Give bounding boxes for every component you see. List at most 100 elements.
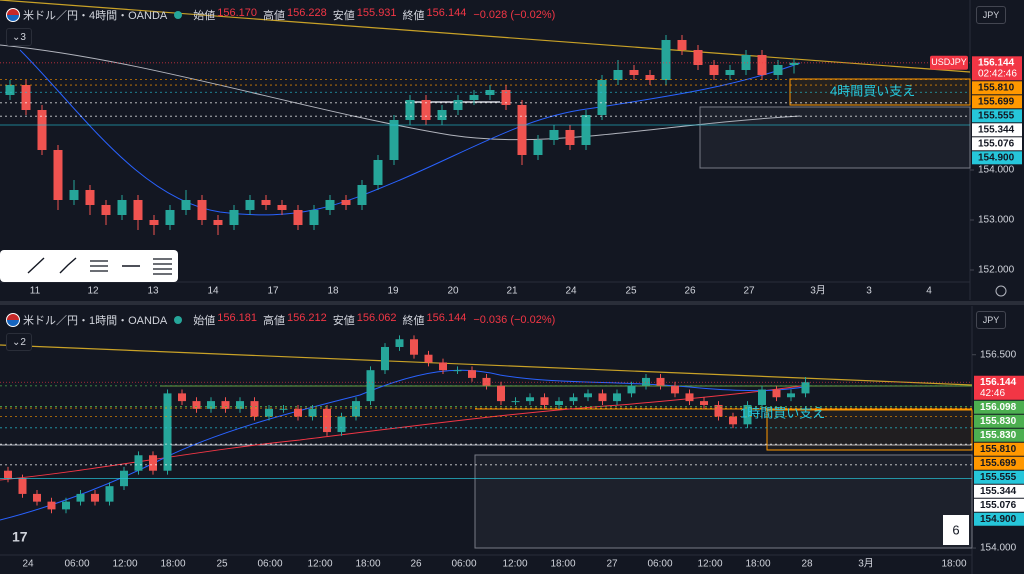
price-label: 155.830 [980,430,1017,441]
candle-body [325,200,335,210]
indicator-number: 2 [20,336,26,348]
candle-body [279,408,288,410]
candle-body [549,130,559,140]
candle-body [337,416,346,433]
candle-body [725,70,735,75]
candle-body [18,478,27,494]
x-tick-label: 4 [926,286,932,297]
candle-body [469,95,479,100]
tool-trend[interactable] [27,257,45,274]
indicator-count-text: ⌄ [12,31,21,43]
candle-body [758,389,766,405]
price-label: 156.144 [978,57,1015,68]
x-tick-label: 27 [606,559,618,570]
x-tick-label: 24 [22,559,34,570]
ohlc-value: 156.228 [287,7,327,19]
candle-body [533,140,543,155]
price-label: 155.699 [980,458,1017,469]
zone-box [699,106,971,169]
x-tick-label: 3月 [810,285,826,297]
price-label: 155.555 [980,472,1017,483]
y-tick-label: 154.000 [980,543,1017,554]
ohlc-value: 156.062 [356,312,397,324]
indicator-count[interactable]: ⌄ 3 [6,28,32,46]
candle-body [661,40,671,80]
candle-body [497,385,505,402]
tv-logo: 17 [12,529,28,545]
candle-body [700,401,708,405]
candle-body [149,220,159,225]
candle-body [4,470,12,479]
candle-body [134,455,143,471]
x-tick-label: 18:00 [941,559,966,570]
candle-body [213,220,223,225]
price-label-bg [972,81,1022,95]
price-label: 155.076 [978,138,1015,149]
candle-body [424,354,433,363]
x-tick-label: 06:00 [451,559,476,570]
price-label: 155.810 [978,82,1015,93]
candle-body [613,393,621,402]
candle-body [757,55,767,75]
price-label: 156.098 [980,402,1017,413]
ohlc: 始値 156.181 高値 156.212 安値 156.062 終値 156.144 [189,312,466,328]
x-tick-label: 06:00 [257,559,282,570]
candle-body [352,401,360,417]
legend: 米ドル／円・4時間・OANDA 始値 156.170 高値 156.228 安値 155.… [6,6,555,24]
indicator-count[interactable]: ⌄ 2 [6,333,32,351]
ohlc-label: 終値 [402,315,425,327]
tool-ray[interactable] [59,257,77,274]
candle-body [405,100,415,120]
panel-separator [0,301,1024,305]
candle-body [149,455,157,471]
flag [6,313,20,327]
price-label-bg [974,470,1024,484]
candle-body [482,377,491,386]
ohlc-label: 始値 [193,315,216,327]
x-tick-label: 18:00 [550,559,575,570]
candle-body [642,377,650,386]
candle-body [629,70,639,75]
candle-body [565,130,575,145]
x-tick-label: 28 [801,559,813,570]
price-label-bg [972,123,1022,137]
trend-line [0,0,971,73]
x-tick-label: 12:00 [697,559,722,570]
moving-average [0,44,801,141]
x-tick-label: 24 [565,286,577,297]
price-label-bg [974,512,1024,526]
price-label-bg [974,428,1024,442]
toolbar-bg [0,250,178,282]
x-tick-label: 17 [267,286,279,297]
x-tick-label: 27 [743,286,755,297]
trend-line [0,344,973,386]
price-label: 155.699 [978,96,1015,107]
price-label-bg [974,442,1024,456]
status-dot [174,316,183,324]
tool-channel[interactable] [153,258,172,275]
candle-body [598,393,607,402]
x-tick-label: 06:00 [647,559,672,570]
ohlc-value: 155.931 [356,7,397,19]
y-tick-label: 154.000 [978,165,1015,176]
flag [6,8,20,22]
change: −0.036 (−0.02%) [473,314,556,326]
x-tick-label: 12:00 [307,559,332,570]
currency[interactable]: JPY [976,311,1006,329]
ohlc-value: 156.144 [426,312,467,324]
settings-icon[interactable] [995,285,1007,297]
x-tick-label: 3 [866,286,872,297]
countdown: 02:42:46 [978,68,1017,79]
ohlc-label: 終値 [402,10,425,22]
candle-body [555,401,563,405]
price-label: 155.830 [980,416,1017,427]
candle-body [801,382,810,394]
price-label-bg [974,400,1024,414]
candle-body [21,85,31,110]
currency[interactable]: JPY [976,6,1006,24]
candle-body [743,404,752,425]
candle-body [265,408,273,417]
tool-fib[interactable] [90,260,108,272]
candle-body [207,401,215,409]
